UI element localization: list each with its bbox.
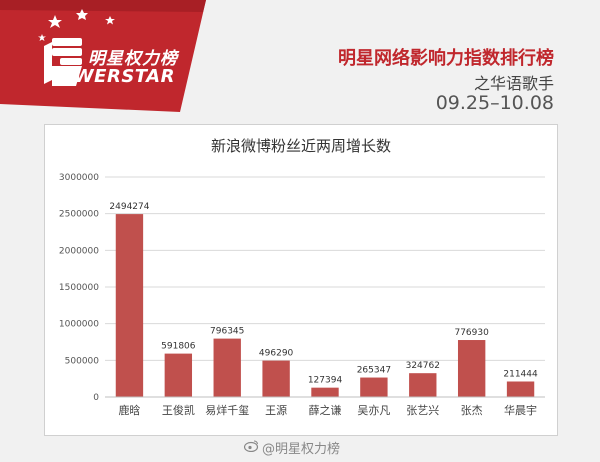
x-tick-label: 张杰 [461, 404, 483, 417]
bar [311, 387, 339, 397]
y-tick-label: 1000000 [59, 320, 99, 330]
x-tick-label: 王俊凯 [162, 403, 195, 417]
watermark: @明星权力榜 [262, 442, 341, 457]
chart-card: 新浪微博粉丝近两周增长数 0 500000 1000000 1500000 2000000… [44, 124, 558, 436]
data-label: 211444 [503, 369, 538, 379]
bar [262, 360, 290, 397]
bar [213, 338, 241, 397]
page-title: 明星网络影响力指数排行榜 [338, 48, 554, 69]
y-tick-label: 3000000 [59, 173, 99, 183]
weibo-icon [244, 440, 259, 452]
logo-brand-cn: 明星权力榜 [88, 49, 178, 69]
page-subtitle: 之华语歌手 [473, 74, 554, 93]
y-tick-label: 2000000 [59, 246, 99, 256]
y-tick-label: 2500000 [59, 210, 99, 220]
bar [115, 214, 144, 397]
data-label: 2494274 [109, 202, 149, 212]
bar [457, 340, 486, 397]
data-label: 324762 [406, 361, 440, 371]
bar [506, 381, 535, 397]
x-tick-label: 吴亦凡 [357, 403, 390, 417]
data-label: 591806 [161, 342, 196, 352]
x-tick-label: 薛之谦 [309, 403, 342, 417]
data-label: 265347 [357, 366, 391, 376]
x-tick-label: 张艺兴 [406, 404, 439, 417]
y-tick-label: 500000 [65, 356, 100, 366]
date-range: 09.25–10.08 [435, 92, 554, 114]
fist-logo-icon [44, 38, 82, 86]
bar [360, 377, 388, 397]
x-tick-label: 易烊千玺 [205, 403, 249, 417]
x-tick-label: 华晨宇 [504, 403, 537, 417]
chart-title: 新浪微博粉丝近两周增长数 [211, 137, 391, 155]
data-label: 776930 [454, 328, 489, 338]
logo-brand-en: OWERSTAR [58, 66, 175, 87]
bar-chart: 新浪微博粉丝近两周增长数 0 500000 1000000 1500000 2000000… [59, 137, 545, 417]
x-tick-label: 王源 [265, 403, 287, 417]
y-tick-label: 1500000 [59, 283, 99, 293]
x-tick-label: 鹿晗 [118, 403, 140, 417]
bar [409, 373, 437, 397]
logo-banner [0, 0, 206, 112]
bar [164, 353, 193, 397]
data-label: 496290 [259, 349, 294, 359]
y-tick-label: 0 [93, 393, 99, 403]
data-label: 127394 [308, 376, 343, 386]
data-label: 796345 [210, 327, 244, 337]
